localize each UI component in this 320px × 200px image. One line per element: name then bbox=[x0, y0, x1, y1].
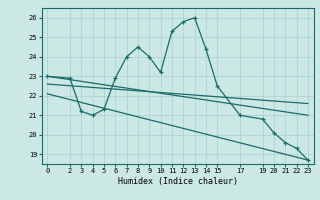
X-axis label: Humidex (Indice chaleur): Humidex (Indice chaleur) bbox=[118, 177, 237, 186]
